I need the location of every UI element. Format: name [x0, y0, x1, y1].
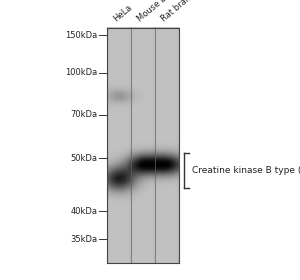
Text: Mouse brain: Mouse brain — [135, 0, 181, 24]
Text: Rat brain: Rat brain — [159, 0, 194, 24]
Text: 100kDa: 100kDa — [65, 68, 98, 77]
Text: HeLa: HeLa — [111, 3, 134, 24]
Text: 35kDa: 35kDa — [70, 235, 98, 244]
Text: Creatine kinase B type (CKB): Creatine kinase B type (CKB) — [192, 165, 300, 175]
Text: 150kDa: 150kDa — [65, 31, 98, 39]
Text: 50kDa: 50kDa — [70, 154, 98, 163]
Text: 40kDa: 40kDa — [70, 207, 98, 216]
Text: 70kDa: 70kDa — [70, 110, 98, 119]
